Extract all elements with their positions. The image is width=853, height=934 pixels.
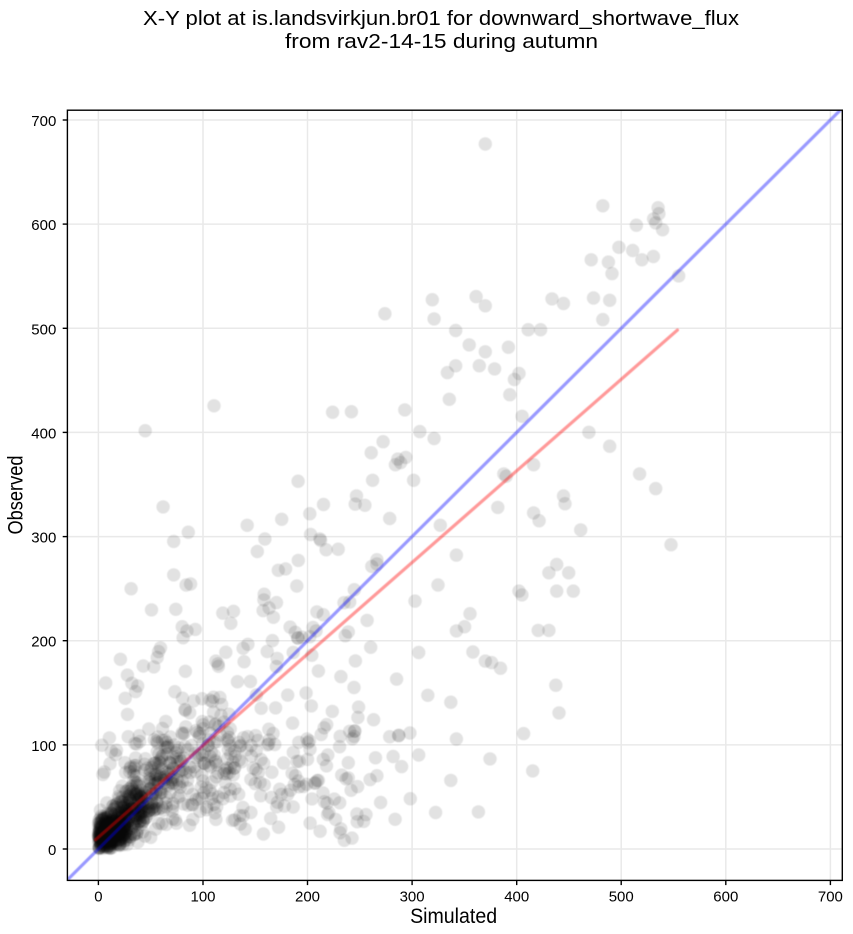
svg-text:0: 0	[48, 842, 56, 859]
svg-text:400: 400	[504, 888, 529, 905]
svg-text:300: 300	[400, 888, 425, 905]
svg-text:500: 500	[31, 321, 56, 338]
svg-text:700: 700	[818, 888, 843, 905]
svg-text:100: 100	[191, 888, 216, 905]
svg-text:100: 100	[31, 738, 56, 755]
svg-text:200: 200	[295, 888, 320, 905]
svg-text:Simulated: Simulated	[410, 905, 497, 928]
svg-text:0: 0	[94, 888, 102, 905]
svg-text:300: 300	[31, 530, 56, 547]
svg-text:600: 600	[31, 217, 56, 234]
svg-text:400: 400	[31, 425, 56, 442]
svg-text:Observed: Observed	[5, 456, 28, 535]
svg-text:700: 700	[31, 113, 56, 130]
svg-text:600: 600	[713, 888, 738, 905]
svg-text:from rav2-14-15 during autumn: from rav2-14-15 during autumn	[285, 31, 598, 53]
svg-text:500: 500	[609, 888, 634, 905]
svg-text:200: 200	[31, 634, 56, 651]
svg-text:X-Y plot at is.landsvirkjun.br: X-Y plot at is.landsvirkjun.br01 for dow…	[143, 8, 739, 30]
